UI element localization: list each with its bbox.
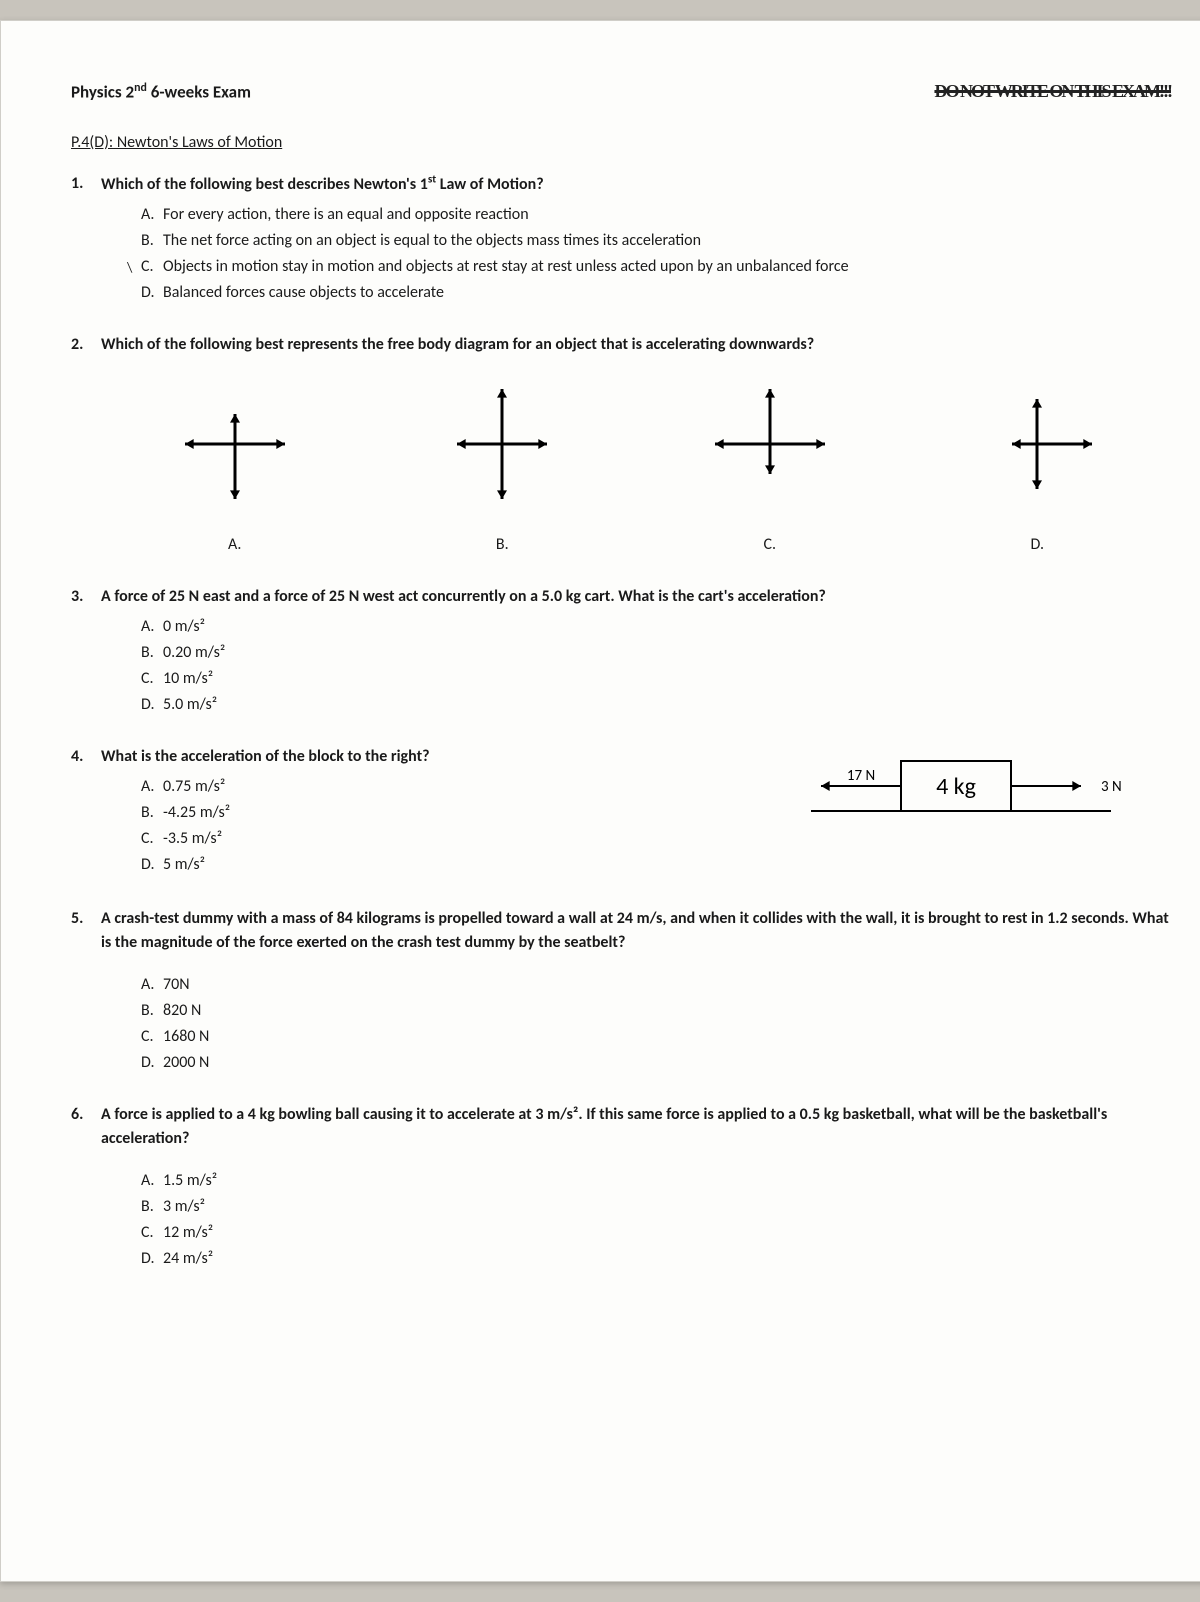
q6-opt-d: D.24 m/s² bbox=[141, 1247, 1171, 1271]
q6-opt-b: B.3 m/s² bbox=[141, 1195, 1171, 1219]
q3-opt-d: D.5.0 m/s² bbox=[141, 693, 1171, 717]
q3-text: A force of 25 N east and a force of 25 N… bbox=[101, 587, 826, 606]
question-4: What is the acceleration of the block to… bbox=[71, 745, 1171, 879]
q5-options: A.70N B.820 N C.1680 N D.2000 N bbox=[101, 973, 1171, 1075]
q5-opt-b: B.820 N bbox=[141, 999, 1171, 1023]
q6-opt-c: C.12 m/s² bbox=[141, 1221, 1171, 1245]
q1-opt-b: B.The net force acting on an object is e… bbox=[141, 229, 1171, 253]
title-super: nd bbox=[134, 81, 147, 95]
q6-options: A.1.5 m/s² B.3 m/s² C.12 m/s² D.24 m/s² bbox=[101, 1169, 1171, 1271]
svg-text:3 N: 3 N bbox=[1101, 778, 1122, 796]
q6-text: A force is applied to a 4 kg bowling bal… bbox=[101, 1105, 1107, 1148]
fbd-svg-a bbox=[155, 369, 315, 519]
q2-diagrams: A. B. C. D. bbox=[101, 369, 1171, 557]
redacted-scribble: DO NOT WRITE ON THIS EXAM!!! bbox=[934, 81, 1171, 102]
q6-opt-a: A.1.5 m/s² bbox=[141, 1169, 1171, 1193]
q2-diagram-d: D. bbox=[957, 369, 1117, 557]
q2-diagram-a: A. bbox=[155, 369, 315, 557]
q2-diagram-b: B. bbox=[422, 369, 582, 557]
fbd-svg-b bbox=[422, 369, 582, 519]
q4-opt-b: B.-4.25 m/s² bbox=[141, 801, 430, 825]
svg-text:4 kg: 4 kg bbox=[936, 772, 976, 801]
q4-opt-c: C.-3.5 m/s² bbox=[141, 827, 430, 851]
fbd-svg-c bbox=[690, 369, 850, 519]
q2-diagram-c: C. bbox=[690, 369, 850, 557]
q5-opt-d: D.2000 N bbox=[141, 1051, 1171, 1075]
title-suffix: 6-weeks Exam bbox=[147, 82, 251, 103]
question-5: A crash-test dummy with a mass of 84 kil… bbox=[71, 907, 1171, 1075]
question-2: Which of the following best represents t… bbox=[71, 333, 1171, 557]
q1-opt-d: D.Balanced forces cause objects to accel… bbox=[141, 281, 1171, 305]
q1-opt-c: C.Objects in motion stay in motion and o… bbox=[141, 255, 1171, 279]
block-svg: 4 kg 17 N 3 N bbox=[771, 751, 1131, 841]
exam-title: Physics 2nd 6-weeks Exam bbox=[71, 81, 251, 103]
q4-opt-a: A.0.75 m/s² bbox=[141, 775, 430, 799]
title-prefix: Physics 2 bbox=[71, 82, 134, 103]
exam-page: Physics 2nd 6-weeks Exam DO NOT WRITE ON… bbox=[0, 20, 1200, 1582]
svg-text:17 N: 17 N bbox=[847, 767, 875, 785]
fbd-svg-d bbox=[957, 369, 1117, 519]
q3-options: A.0 m/s² B.0.20 m/s² C.10 m/s² D.5.0 m/s… bbox=[101, 615, 1171, 717]
q2-text: Which of the following best represents t… bbox=[101, 335, 814, 354]
q1-options: A.For every action, there is an equal an… bbox=[101, 203, 1171, 305]
question-6: A force is applied to a 4 kg bowling bal… bbox=[71, 1103, 1171, 1271]
q5-opt-a: A.70N bbox=[141, 973, 1171, 997]
q5-text: A crash-test dummy with a mass of 84 kil… bbox=[101, 909, 1169, 952]
q3-opt-b: B.0.20 m/s² bbox=[141, 641, 1171, 665]
q4-opt-d: D.5 m/s² bbox=[141, 853, 430, 877]
q5-opt-c: C.1680 N bbox=[141, 1025, 1171, 1049]
q4-diagram: 4 kg 17 N 3 N bbox=[771, 751, 1131, 849]
section-heading: P.4(D): Newton's Laws of Motion bbox=[71, 133, 1171, 152]
q4-options: A.0.75 m/s² B.-4.25 m/s² C.-3.5 m/s² D.5… bbox=[101, 775, 430, 877]
q1-text: Which of the following best describes Ne… bbox=[101, 175, 544, 194]
q4-text: What is the acceleration of the block to… bbox=[101, 747, 430, 766]
question-3: A force of 25 N east and a force of 25 N… bbox=[71, 585, 1171, 717]
q1-opt-a: A.For every action, there is an equal an… bbox=[141, 203, 1171, 227]
q3-opt-c: C.10 m/s² bbox=[141, 667, 1171, 691]
question-1: Which of the following best describes Ne… bbox=[71, 172, 1171, 305]
q3-opt-a: A.0 m/s² bbox=[141, 615, 1171, 639]
header: Physics 2nd 6-weeks Exam DO NOT WRITE ON… bbox=[71, 81, 1171, 103]
question-list: Which of the following best describes Ne… bbox=[71, 172, 1171, 1271]
